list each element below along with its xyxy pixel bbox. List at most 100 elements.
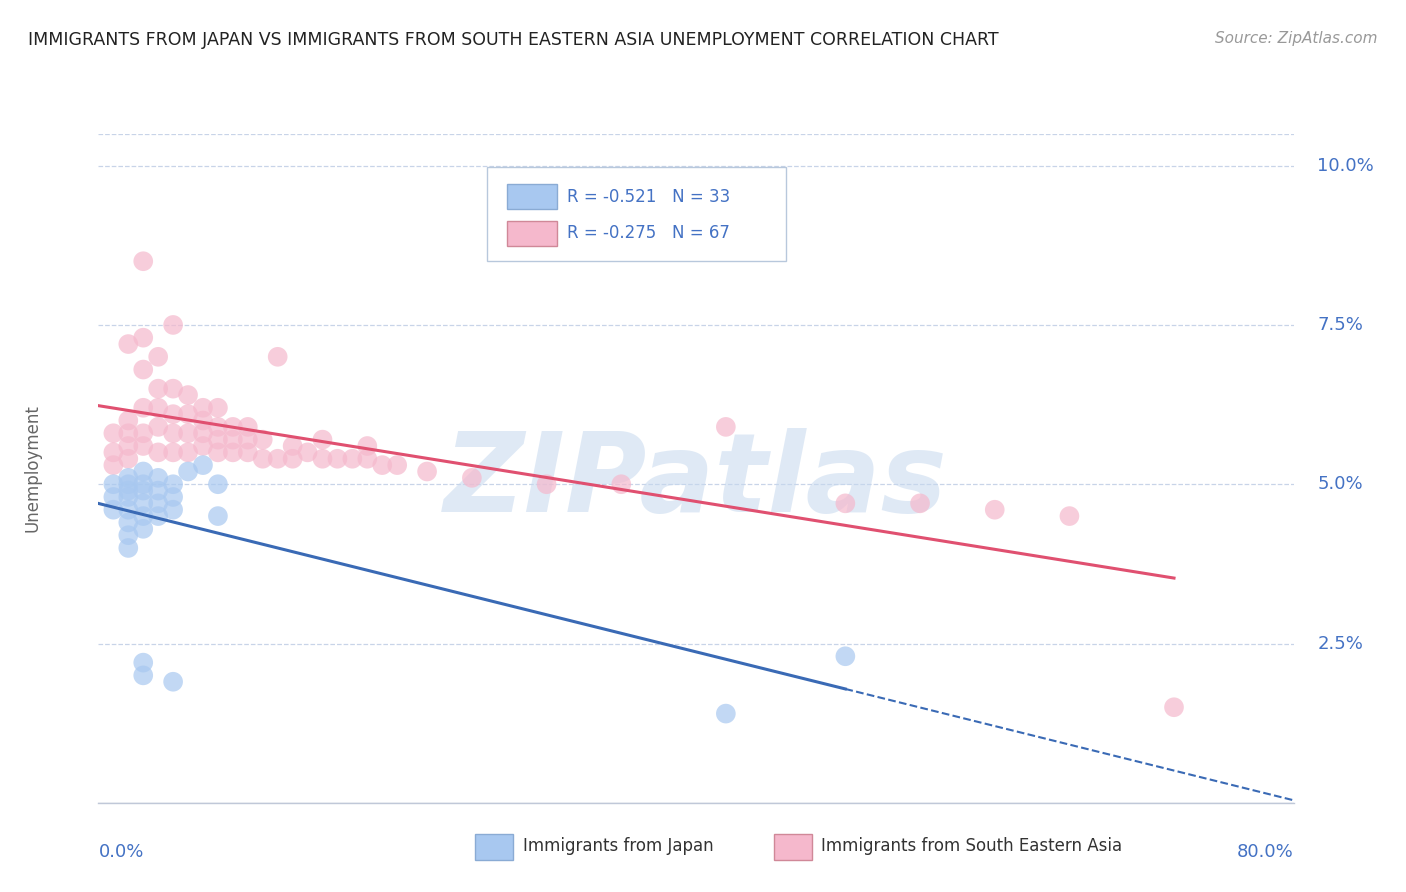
Point [132, 362, 155, 376]
Text: R = -0.275   N = 67: R = -0.275 N = 67 [567, 225, 730, 243]
Point [103, 490, 125, 504]
Point [132, 509, 155, 524]
Point [117, 413, 139, 427]
Point [117, 477, 139, 491]
Point [236, 445, 259, 459]
Text: Immigrants from South Eastern Asia: Immigrants from South Eastern Asia [821, 838, 1122, 855]
Point [148, 496, 170, 510]
Point [117, 541, 139, 555]
Point [148, 445, 170, 459]
Point [162, 490, 184, 504]
Point [177, 465, 200, 479]
Point [207, 433, 229, 447]
Point [222, 445, 245, 459]
Point [177, 388, 200, 402]
FancyBboxPatch shape [508, 184, 557, 210]
Point [207, 445, 229, 459]
Point [236, 433, 259, 447]
Point [132, 331, 155, 345]
Point [117, 426, 139, 441]
Point [132, 465, 155, 479]
Point [834, 496, 856, 510]
Point [103, 477, 125, 491]
Point [610, 477, 633, 491]
Point [132, 483, 155, 498]
Point [132, 426, 155, 441]
Point [103, 458, 125, 472]
Point [222, 420, 245, 434]
Point [132, 477, 155, 491]
Point [103, 426, 125, 441]
Text: R = -0.521   N = 33: R = -0.521 N = 33 [567, 187, 730, 206]
Point [148, 509, 170, 524]
Point [356, 439, 378, 453]
Point [236, 420, 259, 434]
FancyBboxPatch shape [773, 834, 811, 860]
Point [416, 465, 439, 479]
Point [191, 413, 214, 427]
Point [117, 483, 139, 498]
Point [162, 445, 184, 459]
Text: 2.5%: 2.5% [1317, 634, 1364, 653]
Point [148, 483, 170, 498]
Point [162, 674, 184, 689]
Point [207, 420, 229, 434]
Point [207, 401, 229, 415]
Text: IMMIGRANTS FROM JAPAN VS IMMIGRANTS FROM SOUTH EASTERN ASIA UNEMPLOYMENT CORRELA: IMMIGRANTS FROM JAPAN VS IMMIGRANTS FROM… [28, 31, 998, 49]
Point [311, 451, 333, 466]
Point [162, 426, 184, 441]
Point [714, 706, 737, 721]
Point [177, 426, 200, 441]
Point [461, 471, 484, 485]
Point [281, 451, 304, 466]
Point [267, 350, 290, 364]
Point [103, 445, 125, 459]
Point [132, 656, 155, 670]
Point [148, 350, 170, 364]
Point [148, 382, 170, 396]
Point [222, 433, 245, 447]
Point [714, 420, 737, 434]
Text: 0.0%: 0.0% [98, 843, 143, 861]
FancyBboxPatch shape [508, 221, 557, 246]
Point [117, 439, 139, 453]
Point [132, 496, 155, 510]
FancyBboxPatch shape [486, 168, 786, 261]
Point [132, 668, 155, 682]
Text: 7.5%: 7.5% [1317, 316, 1364, 334]
Point [207, 477, 229, 491]
Point [117, 471, 139, 485]
Point [103, 502, 125, 516]
Point [132, 439, 155, 453]
Point [267, 451, 290, 466]
Point [326, 451, 349, 466]
Point [148, 401, 170, 415]
Point [117, 337, 139, 351]
Text: 10.0%: 10.0% [1317, 157, 1374, 175]
Point [834, 649, 856, 664]
Text: Source: ZipAtlas.com: Source: ZipAtlas.com [1215, 31, 1378, 46]
Text: Immigrants from Japan: Immigrants from Japan [523, 838, 713, 855]
Point [1059, 509, 1081, 524]
Point [177, 445, 200, 459]
Point [117, 516, 139, 530]
FancyBboxPatch shape [475, 834, 513, 860]
Point [356, 451, 378, 466]
Point [132, 522, 155, 536]
Point [191, 426, 214, 441]
Text: 5.0%: 5.0% [1317, 475, 1362, 493]
Point [191, 401, 214, 415]
Point [1163, 700, 1185, 714]
Point [252, 451, 274, 466]
Point [162, 318, 184, 332]
Point [983, 502, 1005, 516]
Point [162, 407, 184, 421]
Point [148, 471, 170, 485]
Text: Unemployment: Unemployment [24, 404, 42, 533]
Point [908, 496, 931, 510]
Text: 80.0%: 80.0% [1237, 843, 1294, 861]
Point [132, 254, 155, 268]
Point [148, 420, 170, 434]
Point [385, 458, 409, 472]
Point [342, 451, 364, 466]
